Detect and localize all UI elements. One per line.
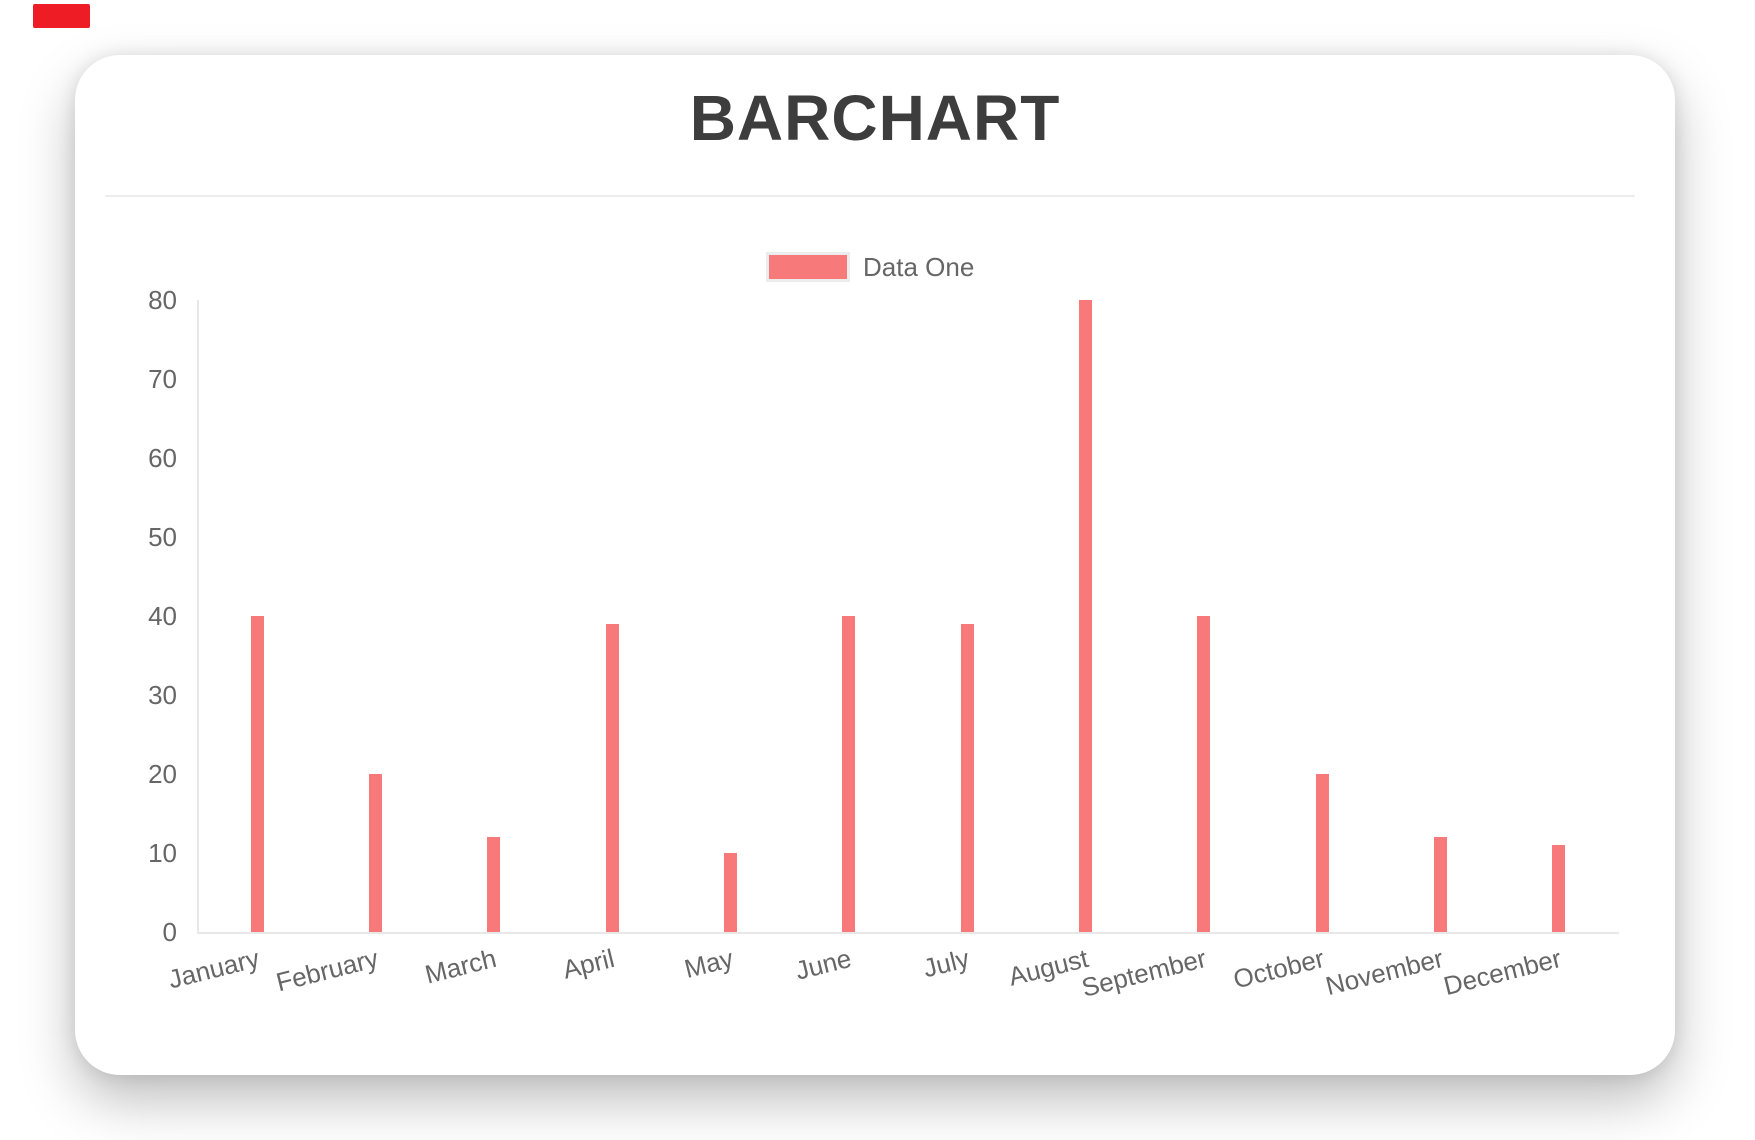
y-tick-label: 70 <box>148 364 177 394</box>
y-tick-label: 30 <box>148 680 177 710</box>
chart-card: BARCHART Data One 0 10 20 30 40 50 60 70 80 Janua… <box>75 55 1675 1075</box>
y-tick-label: 0 <box>162 917 177 947</box>
y-tick-label: 40 <box>148 601 177 631</box>
bar-november <box>1434 837 1447 932</box>
x-axis-line <box>197 932 1619 934</box>
red-badge <box>33 4 90 28</box>
legend-swatch <box>766 252 850 282</box>
bar-may <box>724 853 737 932</box>
y-tick-label: 80 <box>148 285 177 315</box>
bar-april <box>605 623 619 932</box>
bar-october <box>1315 774 1329 932</box>
chart-title: BARCHART <box>689 82 1061 154</box>
title-divider <box>105 195 1635 197</box>
y-axis-line <box>197 300 199 934</box>
bar-december <box>1552 845 1566 932</box>
y-tick-label: 20 <box>148 759 177 789</box>
bar-june <box>842 616 856 932</box>
bar-september <box>1197 616 1211 932</box>
bar-february <box>369 774 382 932</box>
bar-january <box>250 616 264 932</box>
legend-label: Data One <box>863 252 975 282</box>
y-tick-label: 10 <box>148 838 177 868</box>
y-tick-label: 50 <box>148 522 177 552</box>
bar-chart-plot: 0 10 20 30 40 50 60 70 80 January February March Apr… <box>75 55 1675 1075</box>
bar-march <box>487 837 501 932</box>
bar-july <box>960 623 974 932</box>
bar-august <box>1079 300 1092 932</box>
legend[interactable]: Data One <box>766 252 974 282</box>
y-tick-label: 60 <box>148 443 177 473</box>
